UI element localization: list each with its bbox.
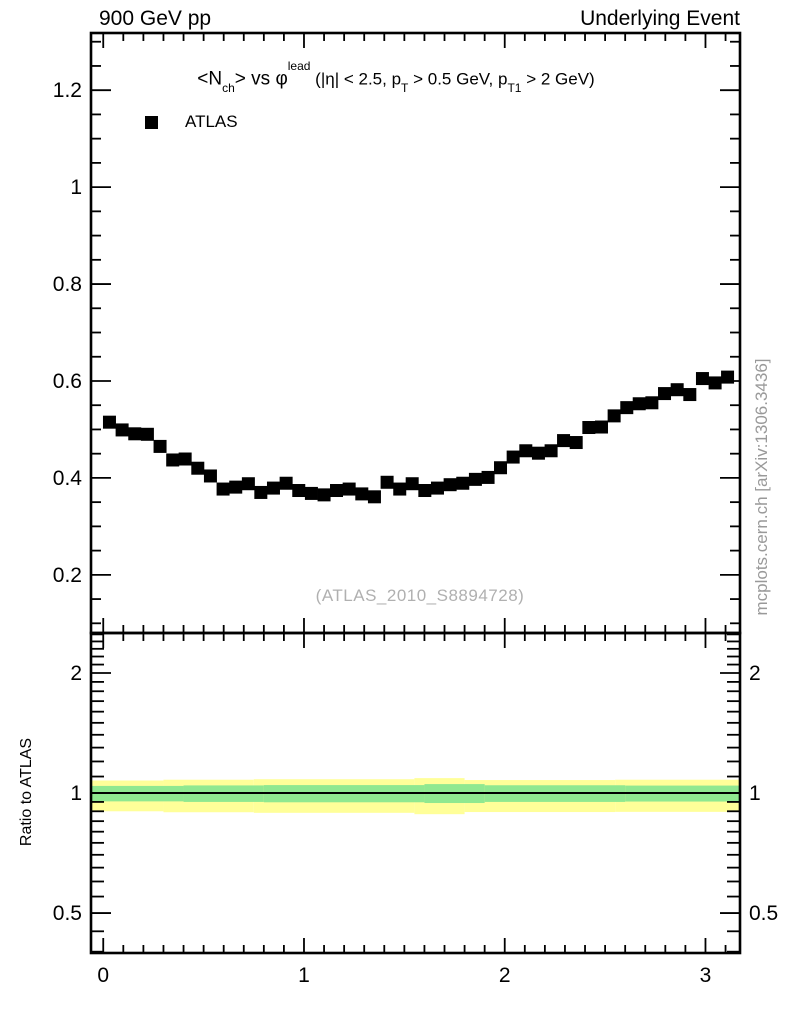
plot-title-segment: > vs [234,68,276,90]
data-point [342,482,356,496]
data-point [544,444,558,458]
data-point [519,444,533,458]
data-point [658,387,672,401]
tick-label: 3 [700,964,712,987]
data-point [266,481,280,495]
tick-label: 0.8 [53,273,82,296]
plot-title-segment: > 0.5 GeV, p [408,69,508,89]
data-point [670,383,684,397]
data-point [292,484,306,498]
data-point [695,372,709,386]
tick-label: 0.5 [53,902,82,925]
data-point [203,469,217,483]
tick-label: 2 [70,662,82,685]
data-point [632,397,646,411]
tick-label: 1.2 [53,79,82,102]
ratio-axis-title: Ratio to ATLAS [18,737,35,847]
data-point [393,482,407,496]
data-point [216,482,230,496]
plot-title-segment: ch [222,81,235,96]
data-point [128,427,142,441]
legend-square-marker-icon [145,115,158,129]
header-beam-label: 900 GeV pp [99,7,212,30]
data-point [241,477,255,491]
data-point [430,481,444,495]
data-point [683,388,697,402]
plot-title-segment: lead [287,59,311,73]
data-point [708,376,722,390]
data-point [178,452,192,466]
tick-label: 2 [749,662,761,685]
tick-label: 0.6 [53,370,82,393]
plot-title-segment: φ [275,68,288,90]
tick-label: 0.4 [53,467,83,490]
analysis-id-watermark: (ATLAS_2010_S8894728) [315,586,525,605]
data-point [443,478,457,492]
data-point [191,461,205,475]
tick-label: 0 [97,964,109,987]
data-point [102,415,116,429]
plot-title-segment: <N [197,68,223,90]
data-point [481,470,495,484]
data-point [620,401,634,415]
plot-title-segment: T1 [507,81,522,96]
data-point [594,420,608,434]
data-point [229,480,243,494]
data-point [506,450,520,464]
data-point [557,434,571,448]
tick-label: 0.2 [53,564,82,587]
data-point [355,487,369,501]
data-point [317,488,331,502]
data-point [140,427,154,441]
data-point [418,484,432,498]
data-point [254,485,268,499]
plot-title-segment: > 2 GeV) [521,69,595,89]
data-point [494,461,508,475]
data-point [582,421,596,435]
data-point [279,476,293,490]
data-point [456,476,470,490]
plot-title: <Nch> vs φlead (|η| < 2.5, pT > 0.5 GeV,… [91,59,701,96]
data-point [405,477,419,491]
data-point [115,423,129,437]
data-point [721,370,735,384]
data-point [153,439,167,453]
legend-entry-label: ATLAS [185,112,238,131]
data-point [468,472,482,486]
header-topic-label: Underlying Event [580,7,740,30]
data-point [330,484,344,498]
mcplots-arxiv-side-note: mcplots.cern.ch [arXiv:1306.3436] [752,358,771,616]
tick-label: 1 [70,782,82,805]
tick-label: 0.5 [749,902,778,925]
tick-label: 1 [749,782,761,805]
tick-label: 1 [70,176,82,199]
data-point [569,436,583,450]
plot-title-segment: (|η| < 2.5, p [310,69,402,89]
data-point [645,396,659,410]
data-point [531,446,545,460]
data-point [380,475,394,489]
tick-label: 2 [499,964,511,987]
tick-label: 1 [298,964,310,987]
data-point [166,453,180,467]
plot-title-segment: T [401,81,409,96]
legend: ATLAS [145,112,238,131]
data-point [304,486,318,500]
data-point [607,409,621,423]
data-point [367,490,381,504]
